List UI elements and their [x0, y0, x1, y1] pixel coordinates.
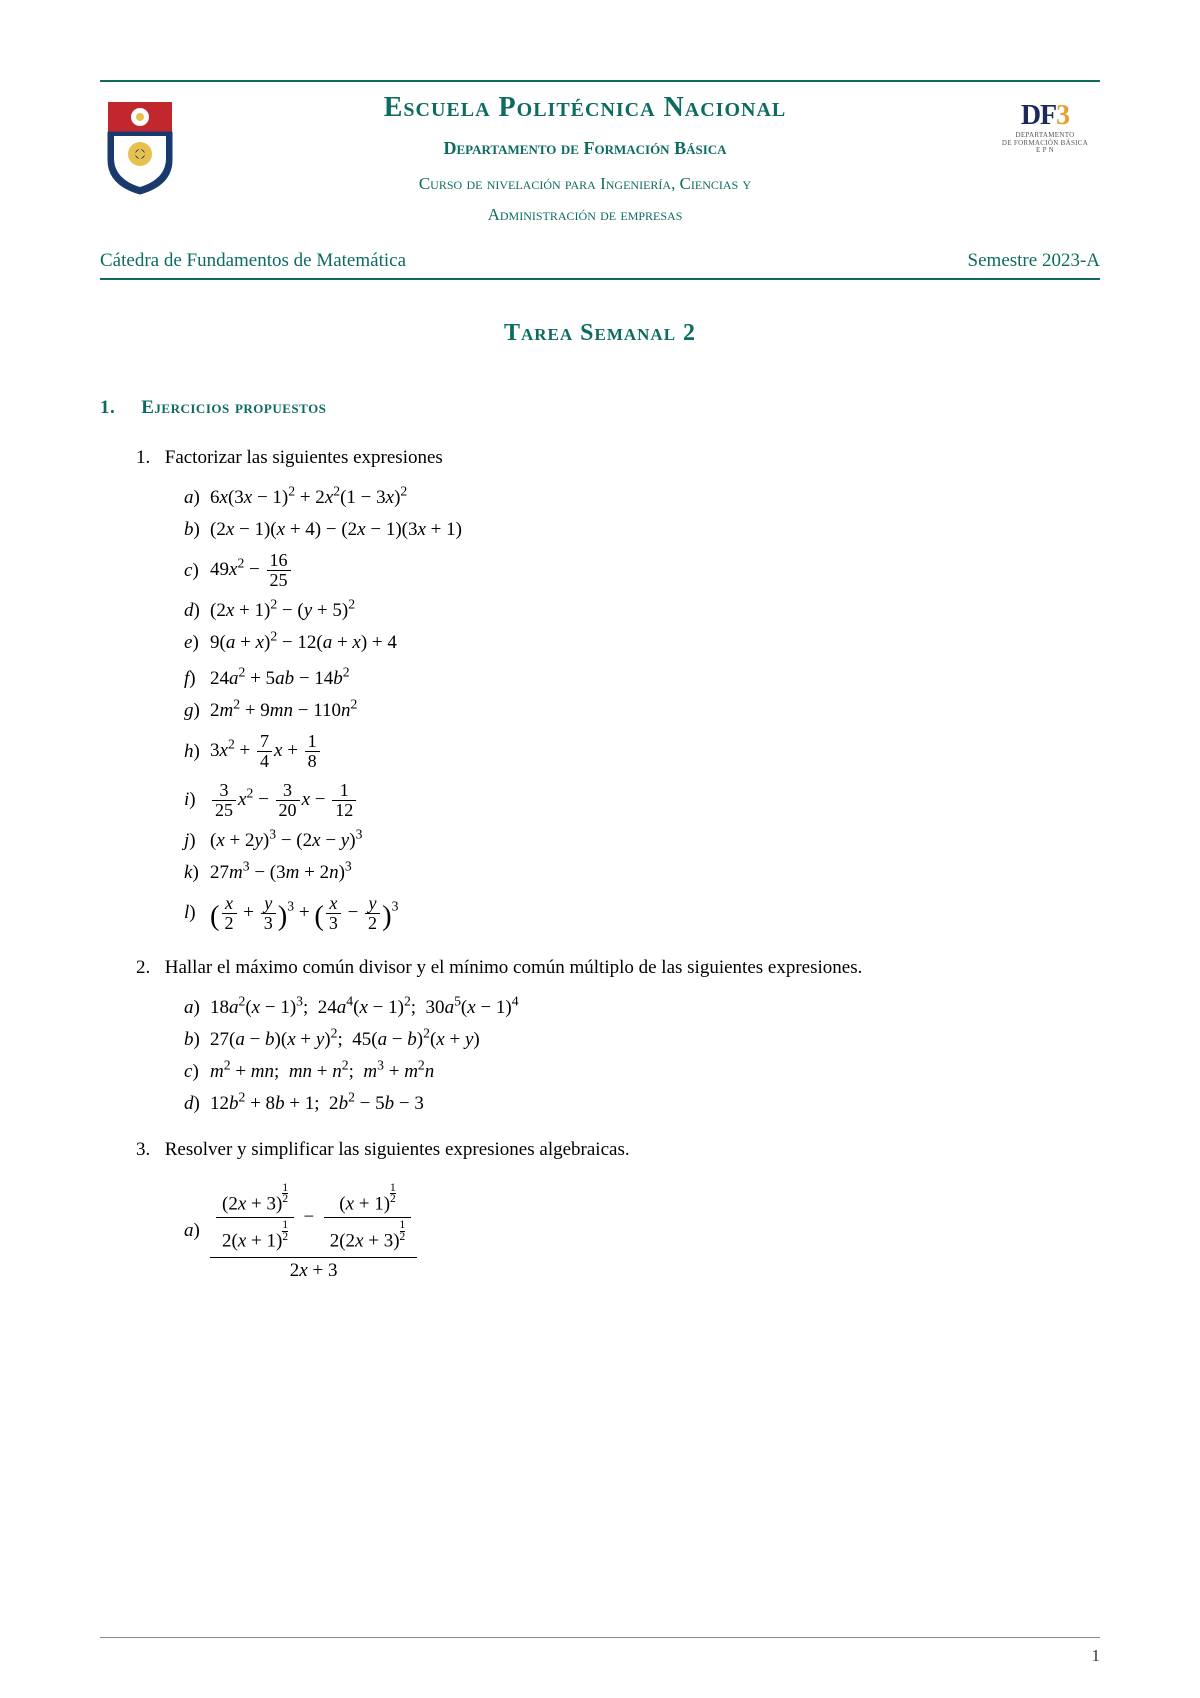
- p1-item-l: l (x2 + y3)3 + (x3 − y2)3: [184, 894, 1100, 933]
- top-rule: [100, 80, 1100, 82]
- expr-1c: 49x2 − 1625: [210, 551, 293, 590]
- problem-2-items: a 18a2(x − 1)3; 24a4(x − 1)2; 30a5(x − 1…: [184, 997, 1100, 1115]
- p1-item-g: g 2m2 + 9mn − 110n2: [184, 700, 1100, 722]
- dfb-logo-text: DF3: [990, 100, 1100, 132]
- problem-1-text: 1. Factorizar las siguientes expresiones: [136, 447, 1100, 469]
- p1-item-e: e 9(a + x)2 − 12(a + x) + 4: [184, 632, 1100, 654]
- p2-item-b: b 27(a − b)(x + y)2; 45(a − b)2(x + y): [184, 1029, 1100, 1051]
- course-line-1: Curso de nivelación para Ingeniería, Cie…: [200, 169, 970, 200]
- expr-1l: (x2 + y3)3 + (x3 − y2)3: [210, 894, 398, 933]
- expr-1e: 9(a + x)2 − 12(a + x) + 4: [210, 632, 397, 654]
- semester-label: Semestre 2023-A: [968, 250, 1100, 272]
- p1-item-f: f 24a2 + 5ab − 14b2: [184, 668, 1100, 690]
- problem-3: 3. Resolver y simplificar las siguientes…: [136, 1139, 1100, 1284]
- expr-2d: 12b2 + 8b + 1; 2b2 − 5b − 3: [210, 1093, 424, 1115]
- section-heading: 1. Ejercicios propuestos: [100, 397, 1100, 419]
- expr-1f: 24a2 + 5ab − 14b2: [210, 668, 350, 690]
- expr-1d: (2x + 1)2 − (y + 5)2: [210, 600, 355, 622]
- problem-2: 2. Hallar el máximo común divisor y el m…: [136, 957, 1100, 1115]
- dfb-logo: DF3 DEPARTAMENTO DE FORMACIÓN BÁSICA E P…: [990, 100, 1100, 155]
- section-number: 1.: [100, 397, 136, 419]
- dfb-sub-3: E P N: [990, 147, 1100, 155]
- p2-item-a: a 18a2(x − 1)3; 24a4(x − 1)2; 30a5(x − 1…: [184, 997, 1100, 1019]
- university-shield-logo: [100, 100, 180, 195]
- expr-1k: 27m3 − (3m + 2n)3: [210, 862, 352, 884]
- page-number: 1: [1092, 1646, 1101, 1666]
- expr-2b: 27(a − b)(x + y)2; 45(a − b)2(x + y): [210, 1029, 480, 1051]
- expr-1a: 6x(3x − 1)2 + 2x2(1 − 3x)2: [210, 487, 407, 509]
- header-center: Escuela Politécnica Nacional Departament…: [200, 92, 970, 230]
- p2-item-c: c m2 + mn; mn + n2; m3 + m2n: [184, 1061, 1100, 1083]
- p1-item-c: c 49x2 − 1625: [184, 551, 1100, 590]
- expr-1g: 2m2 + 9mn − 110n2: [210, 700, 357, 722]
- p1-item-d: d (2x + 1)2 − (y + 5)2: [184, 600, 1100, 622]
- expr-2a: 18a2(x − 1)3; 24a4(x − 1)2; 30a5(x − 1)4: [210, 997, 519, 1019]
- header-block: Escuela Politécnica Nacional Departament…: [100, 92, 1100, 230]
- shield-icon: [100, 100, 180, 195]
- p2-item-d: d 12b2 + 8b + 1; 2b2 − 5b − 3: [184, 1093, 1100, 1115]
- expr-1i: 325x2 − 320x − 112: [210, 781, 358, 820]
- expr-3a: (2x + 3)12 2(x + 1)12 − (x + 1)12 2(2x +…: [210, 1179, 417, 1284]
- mid-rule: [100, 278, 1100, 280]
- problem-3-text: 3. Resolver y simplificar las siguientes…: [136, 1139, 1100, 1161]
- problem-3-items: a (2x + 3)12 2(x + 1)12 − (x + 1)12 2(2x…: [184, 1179, 1100, 1284]
- problem-1-items: a 6x(3x − 1)2 + 2x2(1 − 3x)2 b (2x − 1)(…: [184, 487, 1100, 933]
- catedra-label: Cátedra de Fundamentos de Matemática: [100, 250, 406, 272]
- institution-title: Escuela Politécnica Nacional: [200, 92, 970, 124]
- footer-rule: [100, 1637, 1100, 1638]
- department-name: Departamento de Formación Básica: [200, 138, 970, 159]
- p1-item-k: k 27m3 − (3m + 2n)3: [184, 862, 1100, 884]
- task-title: Tarea Semanal 2: [100, 320, 1100, 347]
- problem-2-text: 2. Hallar el máximo común divisor y el m…: [136, 957, 1100, 979]
- section-title: Ejercicios propuestos: [141, 397, 326, 418]
- p1-item-h: h 3x2 + 74x + 18: [184, 732, 1100, 771]
- catedra-row: Cátedra de Fundamentos de Matemática Sem…: [100, 250, 1100, 278]
- expr-1j: (x + 2y)3 − (2x − y)3: [210, 830, 362, 852]
- course-line-2: Administración de empresas: [200, 200, 970, 231]
- p1-item-i: i 325x2 − 320x − 112: [184, 781, 1100, 820]
- p1-item-j: j (x + 2y)3 − (2x − y)3: [184, 830, 1100, 852]
- p1-item-b: b (2x − 1)(x + 4) − (2x − 1)(3x + 1): [184, 519, 1100, 541]
- expr-1h: 3x2 + 74x + 18: [210, 732, 322, 771]
- problem-1: 1. Factorizar las siguientes expresiones…: [136, 447, 1100, 933]
- p1-item-a: a 6x(3x − 1)2 + 2x2(1 − 3x)2: [184, 487, 1100, 509]
- expr-1b: (2x − 1)(x + 4) − (2x − 1)(3x + 1): [210, 519, 462, 541]
- expr-2c: m2 + mn; mn + n2; m3 + m2n: [210, 1061, 434, 1083]
- p3-item-a: a (2x + 3)12 2(x + 1)12 − (x + 1)12 2(2x…: [184, 1179, 1100, 1284]
